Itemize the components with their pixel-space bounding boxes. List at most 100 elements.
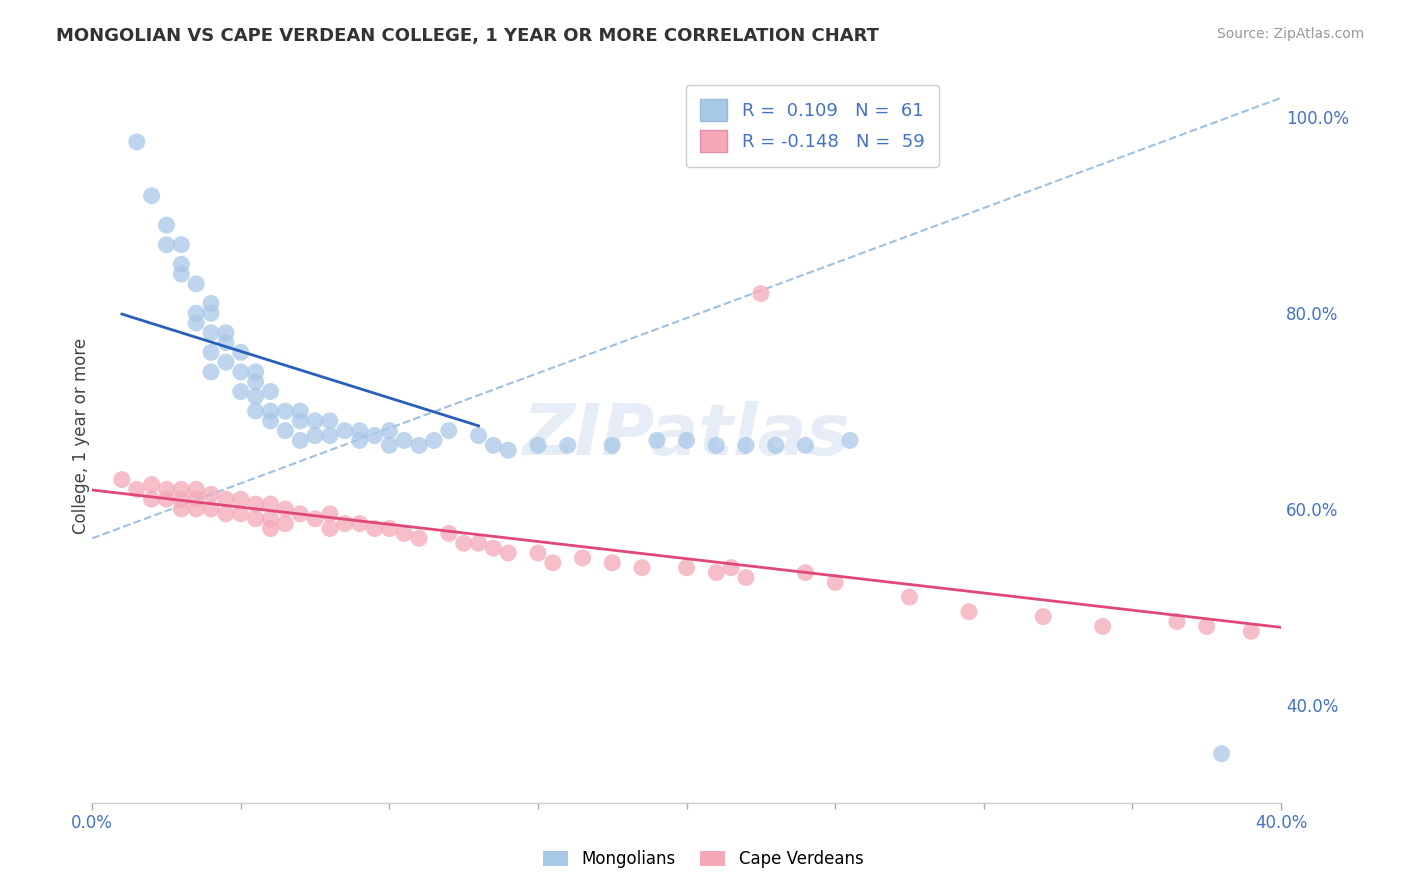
Point bbox=[527, 546, 550, 560]
Point bbox=[111, 473, 134, 487]
Point bbox=[704, 438, 727, 452]
Point bbox=[408, 532, 430, 546]
Point bbox=[496, 443, 519, 458]
Point bbox=[200, 326, 222, 340]
Point bbox=[631, 560, 654, 574]
Point bbox=[186, 502, 208, 516]
Point bbox=[200, 345, 222, 359]
Point bbox=[467, 428, 489, 442]
Point bbox=[319, 428, 342, 442]
Point bbox=[1091, 619, 1114, 633]
Point bbox=[245, 497, 267, 511]
Point bbox=[408, 438, 430, 452]
Point bbox=[794, 566, 817, 580]
Point bbox=[259, 384, 281, 399]
Point bbox=[245, 375, 267, 389]
Point bbox=[290, 414, 312, 428]
Point bbox=[274, 404, 297, 418]
Point bbox=[453, 536, 475, 550]
Point bbox=[274, 424, 297, 438]
Point bbox=[186, 316, 208, 330]
Point bbox=[245, 389, 267, 403]
Point bbox=[125, 483, 148, 497]
Point bbox=[170, 267, 193, 281]
Point bbox=[394, 526, 416, 541]
Point bbox=[957, 605, 980, 619]
Point bbox=[765, 438, 787, 452]
Point bbox=[215, 326, 238, 340]
Point bbox=[229, 345, 252, 359]
Point bbox=[215, 492, 238, 507]
Point bbox=[200, 306, 222, 320]
Point bbox=[363, 522, 385, 536]
Point bbox=[170, 237, 193, 252]
Point bbox=[215, 507, 238, 521]
Point bbox=[333, 516, 356, 531]
Point bbox=[1211, 747, 1233, 761]
Point bbox=[735, 438, 758, 452]
Point bbox=[155, 492, 177, 507]
Point bbox=[170, 502, 193, 516]
Point bbox=[1166, 615, 1188, 629]
Point bbox=[170, 483, 193, 497]
Point bbox=[319, 414, 342, 428]
Point bbox=[349, 424, 371, 438]
Point bbox=[394, 434, 416, 448]
Point bbox=[304, 512, 326, 526]
Point bbox=[600, 438, 623, 452]
Point bbox=[141, 492, 163, 507]
Point bbox=[749, 286, 772, 301]
Text: ZIPatlas: ZIPatlas bbox=[523, 401, 851, 470]
Point bbox=[229, 365, 252, 379]
Point bbox=[437, 526, 460, 541]
Point bbox=[274, 516, 297, 531]
Point bbox=[186, 277, 208, 291]
Point bbox=[215, 335, 238, 350]
Point bbox=[1240, 624, 1263, 639]
Point bbox=[304, 414, 326, 428]
Point bbox=[467, 536, 489, 550]
Point bbox=[125, 135, 148, 149]
Point bbox=[319, 522, 342, 536]
Point bbox=[229, 507, 252, 521]
Point bbox=[170, 492, 193, 507]
Point bbox=[333, 424, 356, 438]
Point bbox=[496, 546, 519, 560]
Point bbox=[141, 477, 163, 491]
Point bbox=[437, 424, 460, 438]
Point bbox=[155, 237, 177, 252]
Point bbox=[378, 522, 401, 536]
Point bbox=[304, 428, 326, 442]
Point bbox=[245, 365, 267, 379]
Point bbox=[200, 296, 222, 310]
Text: Source: ZipAtlas.com: Source: ZipAtlas.com bbox=[1216, 27, 1364, 41]
Point bbox=[200, 502, 222, 516]
Point bbox=[571, 550, 593, 565]
Point bbox=[170, 257, 193, 271]
Point bbox=[378, 424, 401, 438]
Point bbox=[482, 438, 505, 452]
Point bbox=[349, 434, 371, 448]
Point bbox=[290, 434, 312, 448]
Point bbox=[259, 414, 281, 428]
Point bbox=[186, 492, 208, 507]
Point bbox=[200, 487, 222, 501]
Point bbox=[541, 556, 564, 570]
Point bbox=[423, 434, 446, 448]
Point bbox=[839, 434, 862, 448]
Point bbox=[229, 492, 252, 507]
Point bbox=[482, 541, 505, 555]
Point bbox=[363, 428, 385, 442]
Point bbox=[200, 365, 222, 379]
Point bbox=[186, 306, 208, 320]
Point bbox=[319, 507, 342, 521]
Point bbox=[704, 566, 727, 580]
Point bbox=[1195, 619, 1218, 633]
Point bbox=[259, 512, 281, 526]
Point bbox=[245, 512, 267, 526]
Point bbox=[349, 516, 371, 531]
Point bbox=[675, 434, 697, 448]
Point bbox=[898, 590, 921, 604]
Point bbox=[824, 575, 846, 590]
Point bbox=[274, 502, 297, 516]
